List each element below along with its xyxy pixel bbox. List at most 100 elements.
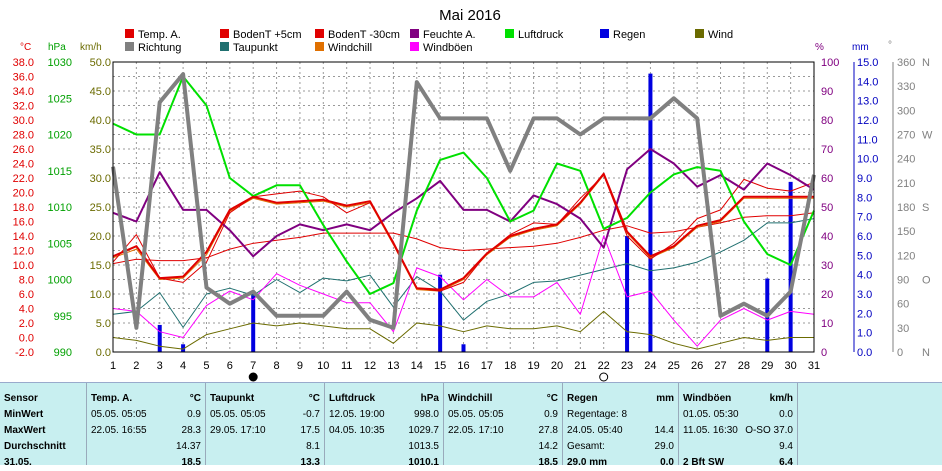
humidity-tick-label: 30 <box>821 260 833 272</box>
stats-cell-value: 28.3 <box>181 425 201 436</box>
pressure-tick-label: 1000 <box>48 275 72 287</box>
humidity-tick-label: 10 <box>821 318 833 330</box>
stats-sensor-header: Sensor <box>4 393 38 404</box>
stats-cell-value: 0.9 <box>544 409 558 420</box>
chart-title: Mai 2016 <box>439 7 501 24</box>
chart-legend: Temp. A. BodenT +5cm BodenT -30cm Feuchte A… <box>125 29 733 54</box>
rain-bar <box>181 344 186 352</box>
rain-tick-label: 15.0 <box>857 57 878 69</box>
pressure-tick-label: 1025 <box>48 93 72 105</box>
x-tick-label: 20 <box>551 360 563 372</box>
x-tick-label: 30 <box>785 360 797 372</box>
x-tick-label: 28 <box>738 360 750 372</box>
rain-tick-label: 12.0 <box>857 115 878 127</box>
legend-label: Temp. A. <box>138 29 181 41</box>
stats-cell-value: 18.5 <box>538 457 558 468</box>
legend-swatch <box>220 29 229 38</box>
stats-cell-time: 05.05. 05:05 <box>448 409 504 420</box>
x-tick-label: 25 <box>668 360 680 372</box>
moon-phases <box>248 372 609 382</box>
wind-tick-label: 50.0 <box>90 57 111 69</box>
x-tick-label: 13 <box>387 360 399 372</box>
temp-axis-unit: °C <box>20 42 31 53</box>
x-axis: 1 2 3 4 5 6 7 8 9 10 11 12 13 14 15 16 17 18 19 20 21 22 23 24 2… <box>110 360 820 372</box>
stats-cell-time: 24.05. 05:40 <box>567 425 623 436</box>
direction-tick-label: 270 <box>897 130 915 142</box>
stats-column-unit: °C <box>189 393 201 404</box>
x-tick-label: 6 <box>227 360 233 372</box>
stats-column-title: Windböen <box>683 393 732 404</box>
direction-tick-label: 240 <box>897 154 915 166</box>
stats-cell-value: 6.4 <box>779 457 793 468</box>
stats-column: Temp. A. °C 05.05. 05:05 0.9 22.05. 16:55 28.… <box>87 383 206 468</box>
x-tick-label: 17 <box>481 360 493 372</box>
temp-tick-label: 8.0 <box>19 275 34 287</box>
stats-cell-value: 13.3 <box>300 457 320 468</box>
temp-tick-label: 16.0 <box>13 217 34 229</box>
legend-label: Windchill <box>328 42 372 54</box>
temp-tick-label: 34.0 <box>13 86 34 98</box>
stats-cell-value: 8.1 <box>306 441 320 452</box>
stats-row-label-max: MaxWert <box>4 425 46 436</box>
humidity-tick-label: 80 <box>821 115 833 127</box>
rain-tick-label: 6.0 <box>857 231 872 243</box>
series-line-wind <box>112 310 814 350</box>
temp-tick-label: 28.0 <box>13 130 34 142</box>
direction-tick-label: 150 <box>897 226 915 238</box>
stats-column: Windchill °C 05.05. 05:05 0.9 22.05. 17:10 27… <box>444 383 563 468</box>
legend-swatch <box>315 42 324 51</box>
x-tick-label: 14 <box>411 360 423 372</box>
direction-tick-label: 300 <box>897 105 915 117</box>
x-tick-label: 4 <box>180 360 186 372</box>
stats-cell-value: 14.4 <box>654 425 674 436</box>
temp-tick-label: 4.0 <box>19 304 34 316</box>
stats-cell-time: 05.05. 05:05 <box>210 409 266 420</box>
wind-tick-label: 5.0 <box>96 318 111 330</box>
temp-tick-label: 32.0 <box>13 101 34 113</box>
stats-cell-value: 998.0 <box>413 409 439 420</box>
x-tick-label: 16 <box>457 360 469 372</box>
legend-swatch <box>125 42 134 51</box>
rain-bar <box>438 274 443 352</box>
wind-tick-label: 10.0 <box>90 289 111 301</box>
humidity-tick-label: 60 <box>821 173 833 185</box>
stats-row-label-avg: Durchschnitt <box>4 441 66 452</box>
wind-tick-label: 15.0 <box>90 260 111 272</box>
legend-swatch <box>220 42 229 51</box>
stats-cell-time: 04.05. 10:35 <box>329 425 385 436</box>
x-tick-label: 1 <box>110 360 116 372</box>
stats-cell-time: 12.05. 19:00 <box>329 409 385 420</box>
direction-tick-label: 360 <box>897 57 915 69</box>
temp-tick-label: 10.0 <box>13 260 34 272</box>
direction-compass-label: N <box>922 347 930 359</box>
stats-cell-value: 18.5 <box>181 457 201 468</box>
rain-bar <box>788 181 793 352</box>
temp-tick-label: 38.0 <box>13 57 34 69</box>
stats-column-title: Regen <box>567 393 598 404</box>
rain-tick-label: 1.0 <box>857 328 872 340</box>
x-tick-label: 22 <box>598 360 610 372</box>
legend-label: Taupunkt <box>233 42 278 54</box>
legend-label: Richtung <box>138 42 181 54</box>
stats-sensor-column: Sensor MinWert MaxWert Durchschnitt 31.0… <box>0 383 87 468</box>
humidity-tick-label: 70 <box>821 144 833 156</box>
temp-tick-label: 24.0 <box>13 159 34 171</box>
temp-tick-label: 2.0 <box>19 318 34 330</box>
stats-column: Luftdruck hPa 12.05. 19:00 998.0 04.05. 10:3… <box>325 383 444 468</box>
temp-tick-label: 20.0 <box>13 188 34 200</box>
legend-label: Luftdruck <box>518 29 564 41</box>
direction-compass-label: N <box>922 57 930 69</box>
x-tick-label: 5 <box>203 360 209 372</box>
stats-cell-value: O-SO 37.0 <box>745 425 793 436</box>
direction-tick-label: 90 <box>897 275 909 287</box>
stats-cell-time: 05.05. 05:05 <box>91 409 147 420</box>
stats-column-title: Luftdruck <box>329 393 376 404</box>
direction-tick-label: 330 <box>897 81 915 93</box>
x-tick-label: 31 <box>808 360 820 372</box>
direction-compass-label: W <box>922 130 933 142</box>
x-tick-label: 24 <box>644 360 656 372</box>
rain-tick-label: 4.0 <box>857 270 872 282</box>
wind-tick-label: 35.0 <box>90 144 111 156</box>
stats-column-title: Windchill <box>448 393 493 404</box>
x-tick-label: 15 <box>434 360 446 372</box>
